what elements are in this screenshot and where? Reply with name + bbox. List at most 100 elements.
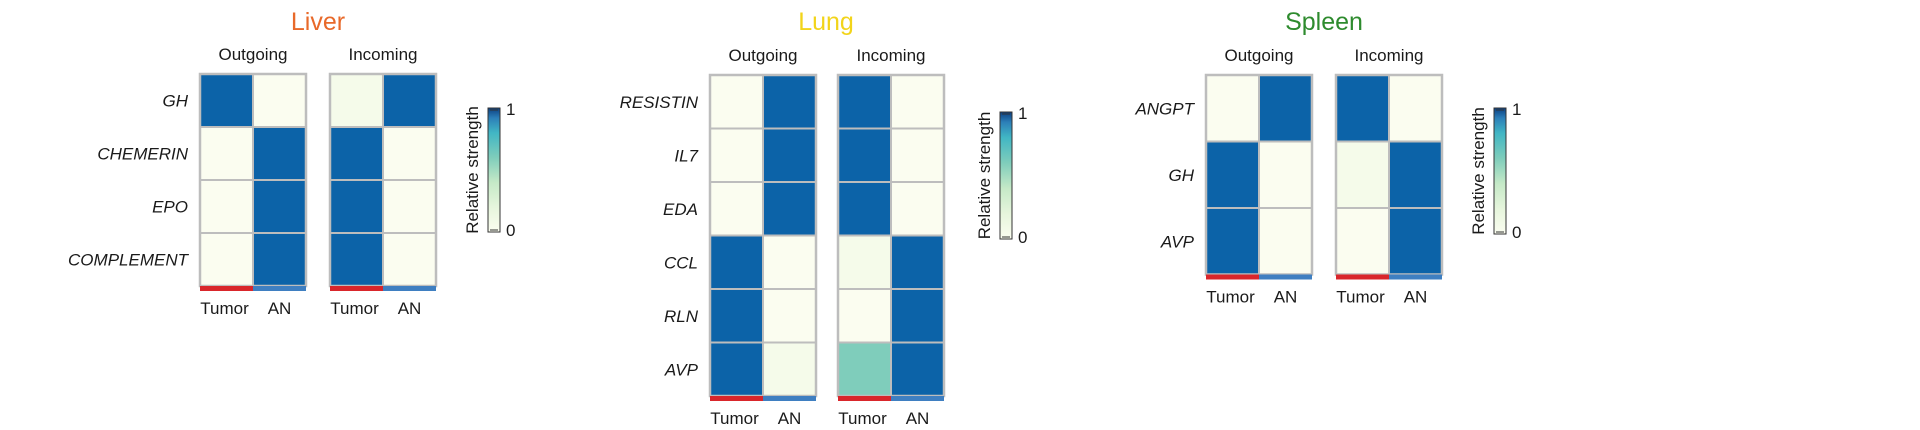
legend-max-label: 1 bbox=[506, 100, 515, 119]
row-label: IL7 bbox=[674, 146, 698, 165]
heatmap-cell bbox=[762, 127, 817, 183]
column-label: AN bbox=[906, 409, 930, 428]
heatmap-cell bbox=[1388, 74, 1443, 143]
heatmap-cell bbox=[890, 127, 945, 183]
heatmap-cell bbox=[382, 73, 437, 128]
column-label: Tumor bbox=[838, 409, 887, 428]
heatmap-cell bbox=[762, 341, 817, 397]
column-label: AN bbox=[398, 299, 422, 318]
heatmap-liver: Liver GH CHEMERIN EPO COMPLEMENT Outgoing Tumo… bbox=[68, 8, 515, 318]
heatmap-cell bbox=[1205, 140, 1260, 209]
legend-color-bar bbox=[487, 107, 501, 233]
heatmap-cell bbox=[762, 181, 817, 237]
heatmap-cell bbox=[252, 126, 307, 181]
heatmap-cell bbox=[382, 126, 437, 181]
column-label: Tumor bbox=[330, 299, 379, 318]
heatmap-cell bbox=[762, 74, 817, 130]
row-label: COMPLEMENT bbox=[68, 251, 190, 270]
row-label: AVP bbox=[1160, 232, 1195, 251]
heatmap-cell bbox=[1335, 140, 1390, 209]
heatmap-cell bbox=[890, 341, 945, 397]
legend-max-label: 1 bbox=[1512, 100, 1521, 119]
panel-outgoing: Outgoing Tumor AN bbox=[708, 46, 818, 428]
heatmap-cell bbox=[1388, 207, 1443, 276]
heatmap-cell bbox=[837, 341, 892, 397]
panel-label: Outgoing bbox=[1225, 46, 1294, 65]
heatmap-cell bbox=[252, 232, 307, 287]
heatmap-cell bbox=[1205, 207, 1260, 276]
panel-incoming: Incoming Tumor AN bbox=[328, 45, 438, 318]
heatmap-cell bbox=[199, 232, 254, 287]
heatmap-cell bbox=[382, 179, 437, 234]
column-label: Tumor bbox=[1206, 288, 1255, 307]
panel-outgoing: Outgoing Tumor AN bbox=[198, 45, 308, 318]
color-legend: 1 0 Relative strength bbox=[463, 100, 515, 240]
an-group-bar bbox=[1259, 274, 1312, 280]
chart-title: Spleen bbox=[1285, 8, 1363, 36]
panel-incoming: Incoming Tumor AN bbox=[1334, 46, 1444, 307]
legend-title: Relative strength bbox=[463, 106, 482, 234]
legend-title: Relative strength bbox=[975, 112, 994, 240]
tumor-group-bar bbox=[200, 286, 253, 291]
heatmap-cell bbox=[709, 234, 764, 290]
heatmap-cell bbox=[837, 181, 892, 237]
column-label: Tumor bbox=[1336, 288, 1385, 307]
heatmap-lung: Lung RESISTIN IL7 EDA CCL RLN AVP Outgoing Tumor… bbox=[620, 8, 1028, 428]
heatmap-cell bbox=[329, 73, 384, 128]
heatmap-cell bbox=[329, 232, 384, 287]
color-legend: 1 0 Relative strength bbox=[975, 104, 1027, 247]
heatmap-cell bbox=[762, 288, 817, 344]
chart-title: Liver bbox=[291, 8, 345, 36]
color-legend: 1 0 Relative strength bbox=[1469, 100, 1521, 242]
column-label: AN bbox=[1404, 288, 1428, 307]
heatmap-cell bbox=[709, 181, 764, 237]
tumor-group-bar bbox=[1206, 274, 1259, 280]
row-label: RESISTIN bbox=[620, 93, 699, 112]
heatmap-cell bbox=[199, 179, 254, 234]
heatmap-cell bbox=[199, 73, 254, 128]
row-label: ANGPT bbox=[1134, 99, 1195, 118]
panel-label: Incoming bbox=[349, 45, 418, 64]
heatmap-cell bbox=[709, 341, 764, 397]
an-group-bar bbox=[1389, 274, 1442, 280]
heatmap-cell bbox=[329, 179, 384, 234]
chart-title: Lung bbox=[798, 8, 854, 36]
an-group-bar bbox=[383, 286, 436, 291]
legend-title: Relative strength bbox=[1469, 107, 1488, 235]
tumor-group-bar bbox=[1336, 274, 1389, 280]
an-group-bar bbox=[253, 286, 306, 291]
row-label: RLN bbox=[664, 307, 699, 326]
heatmap-cell bbox=[762, 234, 817, 290]
heatmap-cell bbox=[199, 126, 254, 181]
heatmap-cell bbox=[1335, 207, 1390, 276]
panel-label: Outgoing bbox=[729, 46, 798, 65]
row-label: CCL bbox=[664, 253, 698, 272]
row-label: GH bbox=[163, 92, 189, 111]
heatmap-cell bbox=[329, 126, 384, 181]
panel-outgoing: Outgoing Tumor AN bbox=[1204, 46, 1314, 307]
legend-min-label: 0 bbox=[1018, 228, 1027, 247]
heatmap-cell bbox=[837, 127, 892, 183]
column-label: Tumor bbox=[200, 299, 249, 318]
column-label: AN bbox=[778, 409, 802, 428]
tumor-group-bar bbox=[710, 396, 763, 401]
tumor-group-bar bbox=[330, 286, 383, 291]
heatmap-cell bbox=[890, 181, 945, 237]
column-label: Tumor bbox=[710, 409, 759, 428]
heatmap-spleen: Spleen ANGPT GH AVP Outgoing Tumor AN Incoming T… bbox=[1134, 8, 1521, 307]
heatmap-cell bbox=[709, 74, 764, 130]
heatmap-cell bbox=[890, 288, 945, 344]
column-label: AN bbox=[1274, 288, 1298, 307]
heatmap-cell bbox=[252, 73, 307, 128]
heatmap-cell bbox=[890, 234, 945, 290]
row-label: CHEMERIN bbox=[97, 145, 188, 164]
heatmap-cell bbox=[1258, 140, 1313, 209]
panel-label: Incoming bbox=[1355, 46, 1424, 65]
row-label: GH bbox=[1169, 166, 1195, 185]
heatmap-cell bbox=[837, 288, 892, 344]
column-label: AN bbox=[268, 299, 292, 318]
row-label: AVP bbox=[664, 360, 699, 379]
legend-min-label: 0 bbox=[506, 221, 515, 240]
heatmap-cell bbox=[890, 74, 945, 130]
